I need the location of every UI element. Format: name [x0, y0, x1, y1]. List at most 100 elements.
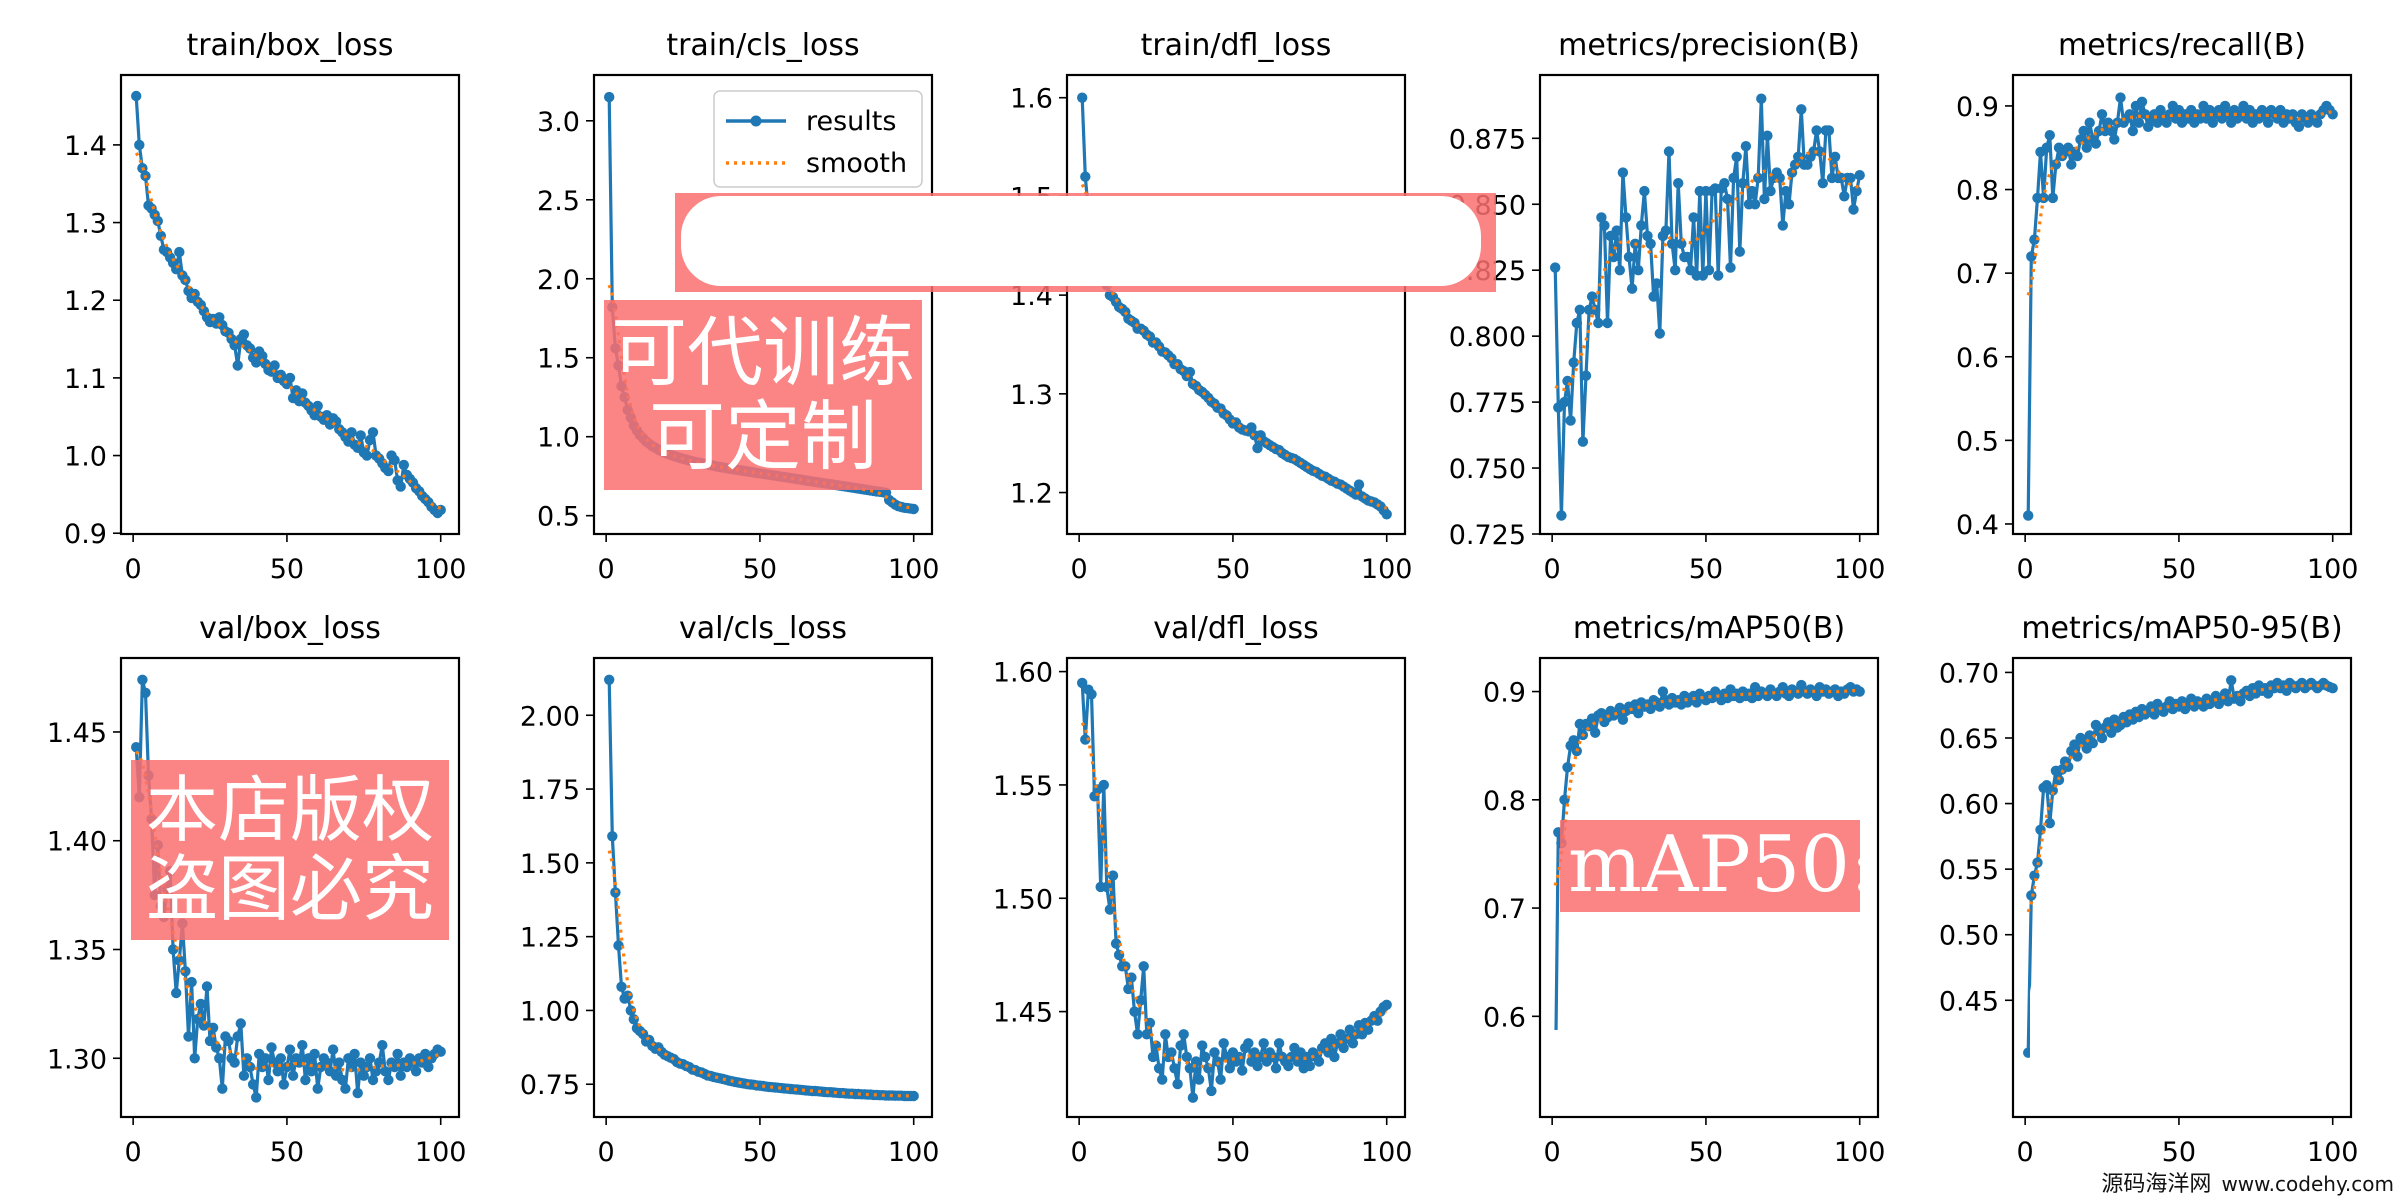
data-point [1086, 689, 1097, 700]
data-point [2072, 150, 2083, 162]
y-tick-label: 0.7 [1956, 259, 1999, 290]
data-point [1243, 1038, 1254, 1049]
data-point [1215, 1074, 1226, 1085]
axes-frame [2011, 73, 2353, 536]
data-point [2084, 117, 2095, 128]
data-point [2226, 675, 2237, 686]
data-point [266, 1042, 277, 1053]
data-point [2293, 121, 2305, 132]
data-point [269, 360, 280, 371]
data-point [1283, 1060, 1294, 1072]
data-point [1562, 762, 1573, 773]
data-point [1270, 1063, 1282, 1074]
legend-marker-icon [750, 115, 762, 127]
y-tick-label: 0.55 [1939, 855, 1999, 886]
data-point [1823, 125, 1835, 136]
data-point [1292, 1056, 1303, 1067]
erased-region [2030, 964, 2292, 1114]
data-point [287, 1070, 299, 1081]
data-point [1620, 212, 1632, 223]
data-point [1756, 93, 1767, 104]
data-point [1184, 1063, 1196, 1074]
data-point [2063, 761, 2074, 772]
data-point [1110, 938, 1122, 949]
data-point [1762, 130, 1773, 141]
axes-frame [119, 73, 461, 536]
data-point [1626, 283, 1638, 294]
y-tick-label: 2.0 [537, 265, 580, 296]
data-point [229, 1057, 240, 1068]
data-point [1663, 146, 1675, 157]
data-point [2124, 109, 2135, 120]
data-point [2023, 510, 2034, 521]
data-point [1169, 1063, 1180, 1074]
data-point [1648, 291, 1659, 302]
watermark-copyright: 本店版权盗图必究 [131, 760, 449, 940]
smooth-line [1080, 183, 1388, 510]
data-point [1129, 1006, 1140, 1017]
y-tick-label: 0.6 [1956, 343, 1999, 374]
data-point [1181, 1051, 1193, 1063]
data-point [908, 503, 919, 515]
x-tick-label: 50 [743, 554, 777, 585]
data-point [284, 372, 296, 384]
axes-frame [592, 656, 934, 1119]
subplot-title: train/dfl_loss [1141, 28, 1332, 63]
x-tick-label: 50 [1689, 554, 1723, 585]
data-point [1617, 714, 1629, 725]
data-point [2262, 117, 2274, 128]
smooth-line [134, 750, 441, 1072]
data-point [346, 1061, 357, 1073]
x-tick-label: 0 [125, 554, 142, 585]
data-point [131, 742, 142, 753]
y-tick-label: 0.8 [1483, 786, 1526, 817]
y-tick-label: 1.2 [64, 286, 107, 317]
data-point [1237, 1065, 1248, 1076]
data-point [1676, 238, 1687, 249]
data-point [1313, 1056, 1325, 1067]
data-point [1187, 1092, 1199, 1103]
data-point [1206, 1085, 1217, 1097]
erased-region [1548, 1030, 1872, 1115]
legend-smooth-label: smooth [806, 148, 907, 179]
x-tick-label: 50 [1216, 1137, 1250, 1168]
legend-results-label: results [806, 106, 896, 137]
x-tick-label: 100 [888, 554, 940, 585]
x-tick-label: 50 [270, 1137, 304, 1168]
data-point [1209, 1047, 1220, 1058]
y-tick-label: 1.3 [64, 209, 107, 240]
data-point [392, 1048, 403, 1060]
x-tick-label: 0 [1544, 554, 1561, 585]
x-tick-label: 100 [888, 1137, 940, 1168]
data-point [1639, 185, 1650, 197]
y-tick-label: 0.8 [1956, 176, 1999, 207]
data-point [361, 1061, 373, 1073]
data-point [1682, 251, 1693, 263]
data-point [137, 674, 148, 685]
data-point [1132, 1029, 1143, 1040]
data-point [1728, 172, 1739, 184]
data-point [1614, 265, 1626, 276]
data-point [211, 1042, 222, 1053]
y-tick-label: 1.45 [993, 998, 1053, 1029]
x-tick-label: 0 [2017, 1137, 2034, 1168]
data-point [1740, 141, 1752, 152]
data-point [352, 1087, 363, 1099]
data-point [1783, 199, 1795, 210]
y-tick-label: 1.25 [520, 923, 580, 954]
x-tick-label: 0 [1544, 1137, 1561, 1168]
data-point [1550, 262, 1561, 273]
data-point [1157, 1074, 1168, 1085]
x-tick-label: 100 [1834, 554, 1886, 585]
subplot-title: metrics/precision(B) [1558, 28, 1860, 63]
data-point [247, 1079, 259, 1090]
data-point [616, 981, 627, 992]
data-point [1338, 1042, 1349, 1054]
subplot-metrics-recall-b: metrics/recall(B) 0 50 100 0.4 0.5 0.6 0.7 0.8 0.… [1956, 28, 2358, 585]
data-point [1138, 961, 1149, 972]
data-point [1722, 193, 1733, 205]
data-point [1617, 167, 1629, 178]
smooth-line [607, 850, 914, 1098]
data-point [1571, 317, 1583, 329]
data-point [1731, 151, 1742, 162]
